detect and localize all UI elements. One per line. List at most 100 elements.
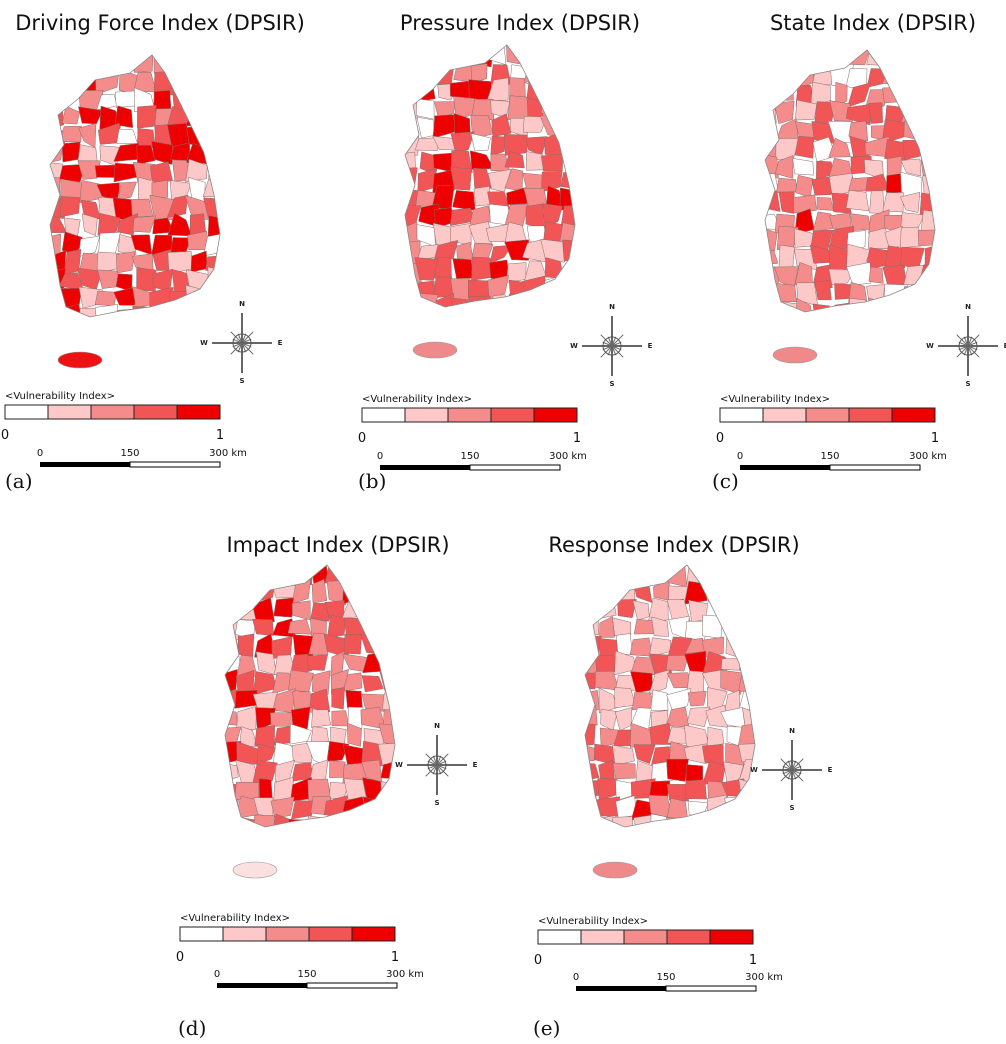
region bbox=[667, 707, 690, 727]
scale-label: 150 bbox=[120, 448, 139, 459]
region bbox=[544, 45, 561, 67]
region bbox=[776, 178, 797, 193]
region bbox=[883, 192, 903, 212]
region bbox=[923, 122, 939, 143]
compass-ray bbox=[792, 770, 803, 781]
region bbox=[255, 725, 275, 748]
region bbox=[706, 819, 726, 834]
scale-white bbox=[666, 986, 756, 991]
panel-title: Driving Force Index (DPSIR) bbox=[15, 11, 305, 35]
region bbox=[688, 814, 709, 837]
legend-swatch bbox=[223, 927, 266, 941]
legend-swatch bbox=[763, 408, 806, 422]
legend-swatch bbox=[177, 405, 220, 419]
region bbox=[702, 615, 722, 638]
region bbox=[667, 688, 691, 711]
scale-label: 150 bbox=[656, 972, 675, 983]
region bbox=[687, 707, 710, 727]
region bbox=[774, 68, 799, 87]
scale-black bbox=[380, 465, 470, 470]
region bbox=[815, 280, 832, 299]
region bbox=[726, 600, 740, 623]
region bbox=[579, 672, 595, 689]
region bbox=[595, 561, 620, 583]
scale-label: 300 km bbox=[909, 451, 947, 462]
region bbox=[667, 673, 690, 688]
region bbox=[238, 634, 254, 657]
region bbox=[168, 310, 193, 326]
region bbox=[565, 263, 581, 276]
region bbox=[150, 308, 173, 323]
compass-letter: N bbox=[965, 303, 971, 311]
compass-letter: N bbox=[609, 303, 615, 311]
region bbox=[186, 105, 207, 127]
compass-ray bbox=[968, 335, 979, 346]
region bbox=[59, 304, 83, 324]
region bbox=[813, 304, 830, 323]
map bbox=[576, 561, 764, 878]
region bbox=[794, 48, 814, 72]
region bbox=[651, 690, 668, 710]
legend-min: 0 bbox=[716, 431, 724, 446]
region bbox=[541, 154, 563, 171]
scale-black bbox=[576, 986, 666, 991]
region bbox=[380, 565, 399, 587]
region bbox=[471, 257, 490, 280]
compass-letter: E bbox=[648, 342, 653, 350]
region bbox=[564, 43, 581, 67]
region bbox=[866, 298, 888, 322]
region bbox=[920, 138, 940, 157]
compass-ray bbox=[612, 335, 623, 346]
region bbox=[288, 619, 311, 634]
region bbox=[274, 598, 294, 617]
region bbox=[577, 565, 600, 585]
region bbox=[43, 53, 65, 75]
region bbox=[726, 638, 740, 658]
legend-swatch bbox=[5, 405, 48, 419]
region bbox=[560, 100, 578, 119]
scale-white bbox=[130, 462, 220, 467]
compass-ray bbox=[957, 335, 968, 346]
legend-swatch bbox=[362, 408, 405, 422]
region bbox=[208, 267, 224, 289]
region bbox=[397, 43, 419, 63]
region bbox=[763, 191, 780, 212]
region bbox=[740, 635, 759, 657]
region bbox=[616, 634, 632, 655]
legend-title: <Vulnerability Index> bbox=[538, 916, 648, 927]
region bbox=[116, 252, 135, 273]
compass-letter: E bbox=[278, 339, 283, 347]
scale-label: 300 km bbox=[209, 448, 247, 459]
legend-max: 1 bbox=[391, 950, 399, 965]
compass-letter: N bbox=[434, 722, 440, 730]
scale-white bbox=[307, 983, 397, 988]
region bbox=[133, 306, 155, 327]
legend-swatch bbox=[538, 930, 581, 944]
region bbox=[685, 651, 706, 674]
region bbox=[474, 186, 490, 206]
compass-ray bbox=[426, 765, 437, 776]
region bbox=[117, 129, 138, 144]
regions bbox=[216, 561, 403, 839]
region bbox=[869, 191, 884, 214]
region bbox=[688, 801, 708, 816]
compass-ray bbox=[601, 335, 612, 346]
legend-title: <Vulnerability Index> bbox=[5, 391, 115, 402]
compass-rose: NSWE bbox=[750, 727, 832, 812]
region bbox=[451, 47, 475, 67]
region bbox=[612, 561, 636, 584]
compass-ray bbox=[968, 346, 979, 357]
region bbox=[78, 145, 97, 162]
region bbox=[921, 159, 942, 176]
region bbox=[252, 598, 274, 623]
region bbox=[327, 817, 346, 836]
region bbox=[469, 296, 491, 312]
region bbox=[275, 561, 296, 584]
region bbox=[311, 710, 330, 728]
region bbox=[796, 175, 814, 197]
region bbox=[812, 52, 834, 71]
region bbox=[612, 817, 634, 838]
region bbox=[576, 724, 595, 746]
scale-label: 0 bbox=[573, 972, 579, 983]
